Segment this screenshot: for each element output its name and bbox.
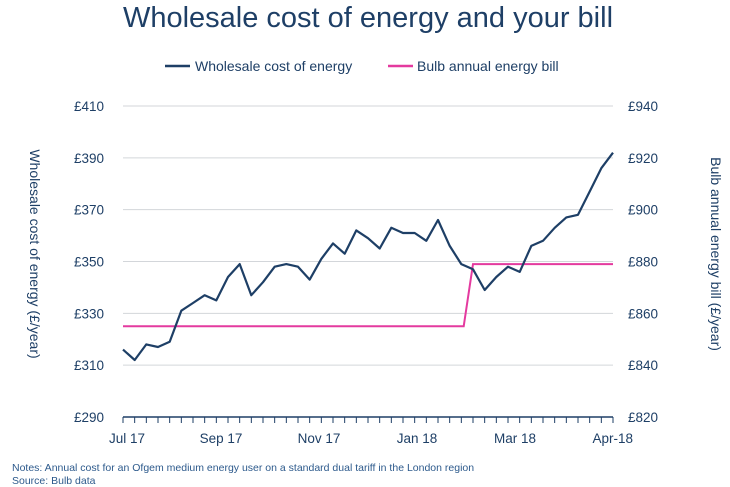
right-tick-label: £900 <box>628 203 658 218</box>
right-tick-label: £860 <box>628 306 658 321</box>
x-tick-label: Mar 18 <box>494 431 536 446</box>
left-tick-label: £410 <box>74 99 104 114</box>
left-tick-label: £370 <box>74 203 104 218</box>
left-tick-label: £330 <box>74 306 104 321</box>
right-tick-label: £820 <box>628 410 658 425</box>
left-axis-ticks: £410 £390 £370 £350 £330 £310 £290 <box>74 99 104 425</box>
right-tick-label: £920 <box>628 151 658 166</box>
series-line-wholesale <box>122 152 614 362</box>
legend: Wholesale cost of energy Bulb annual ene… <box>165 58 559 74</box>
gridlines <box>123 105 613 366</box>
left-axis-label: Wholesale cost of energy (£/year) <box>27 149 43 358</box>
series-line-bulb-bill <box>123 263 613 328</box>
left-tick-label: £350 <box>74 255 104 270</box>
right-tick-label: £940 <box>628 99 658 114</box>
legend-label-wholesale: Wholesale cost of energy <box>195 58 352 74</box>
left-tick-label: £390 <box>74 151 104 166</box>
right-tick-label: £880 <box>628 255 658 270</box>
legend-label-bill: Bulb annual energy bill <box>417 58 559 74</box>
right-axis-ticks: £940 £920 £900 £880 £860 £840 £820 <box>628 99 658 425</box>
right-tick-label: £840 <box>628 358 658 373</box>
x-tick-label: Jan 18 <box>397 431 438 446</box>
x-tick-label: Apr-18 <box>592 431 633 446</box>
left-tick-label: £290 <box>74 410 104 425</box>
x-tick-label: Nov 17 <box>298 431 341 446</box>
chart-title: Wholesale cost of energy and your bill <box>123 2 613 34</box>
footnote-notes: Notes: Annual cost for an Ofgem medium e… <box>12 462 475 474</box>
x-tick-label: Jul 17 <box>109 431 145 446</box>
x-axis: Jul 17 Sep 17 Nov 17 Jan 18 Mar 18 Apr-18 <box>109 416 633 446</box>
x-tick-label: Sep 17 <box>200 431 243 446</box>
left-tick-label: £310 <box>74 358 104 373</box>
footnote-source: Source: Bulb data <box>12 475 96 487</box>
right-axis-label: Bulb annual energy bill (£/year) <box>708 157 724 351</box>
